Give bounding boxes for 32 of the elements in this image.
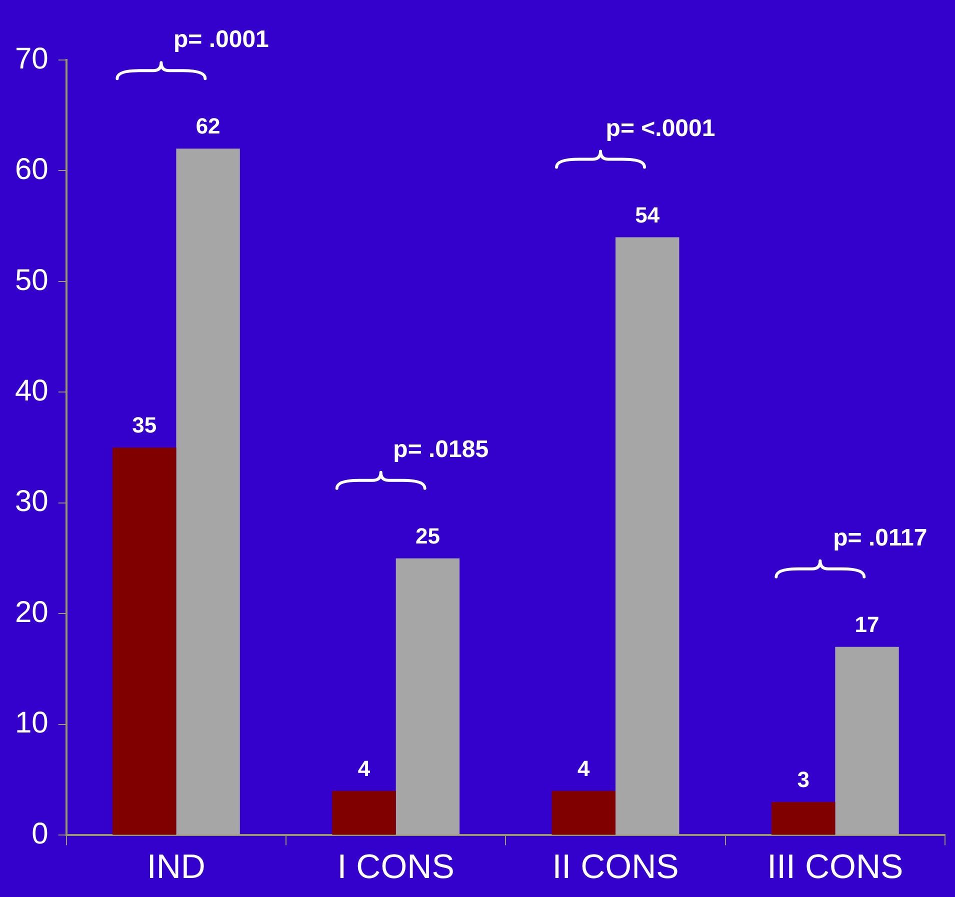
x-tick-label: I CONS	[337, 848, 454, 886]
y-tick-label: 50	[14, 264, 48, 297]
bar	[771, 802, 836, 835]
x-tick-label: III CONS	[767, 848, 904, 886]
data-label: 3	[797, 767, 810, 792]
data-label: 62	[196, 114, 220, 139]
x-tick-label: IND	[146, 848, 206, 886]
bar	[112, 448, 176, 835]
x-tick-label: II CONS	[552, 848, 679, 886]
bar	[332, 790, 396, 835]
annotation: p= .0185	[393, 436, 489, 463]
y-tick-label: 70	[14, 42, 48, 76]
data-label: 4	[578, 756, 591, 781]
bar	[396, 558, 460, 835]
data-label: 17	[854, 612, 880, 637]
bar	[616, 237, 680, 835]
y-tick-label: 10	[14, 706, 48, 740]
annotation: p= <.0001	[606, 114, 716, 142]
bar	[176, 148, 240, 835]
y-tick-label: 0	[32, 817, 48, 850]
bar	[552, 790, 616, 835]
text: p= .0001	[173, 26, 269, 54]
annotation: p= .0117	[833, 524, 928, 552]
data-label: 4	[358, 756, 371, 781]
data-label: 25	[415, 523, 440, 548]
y-tick-label: 60	[14, 153, 48, 186]
y-tick-label: 40	[14, 374, 48, 408]
data-label: 54	[635, 202, 660, 228]
bar	[835, 646, 899, 835]
y-tick-label: 30	[14, 485, 48, 518]
data-label: 35	[132, 412, 157, 438]
y-tick-label: 20	[14, 596, 48, 629]
